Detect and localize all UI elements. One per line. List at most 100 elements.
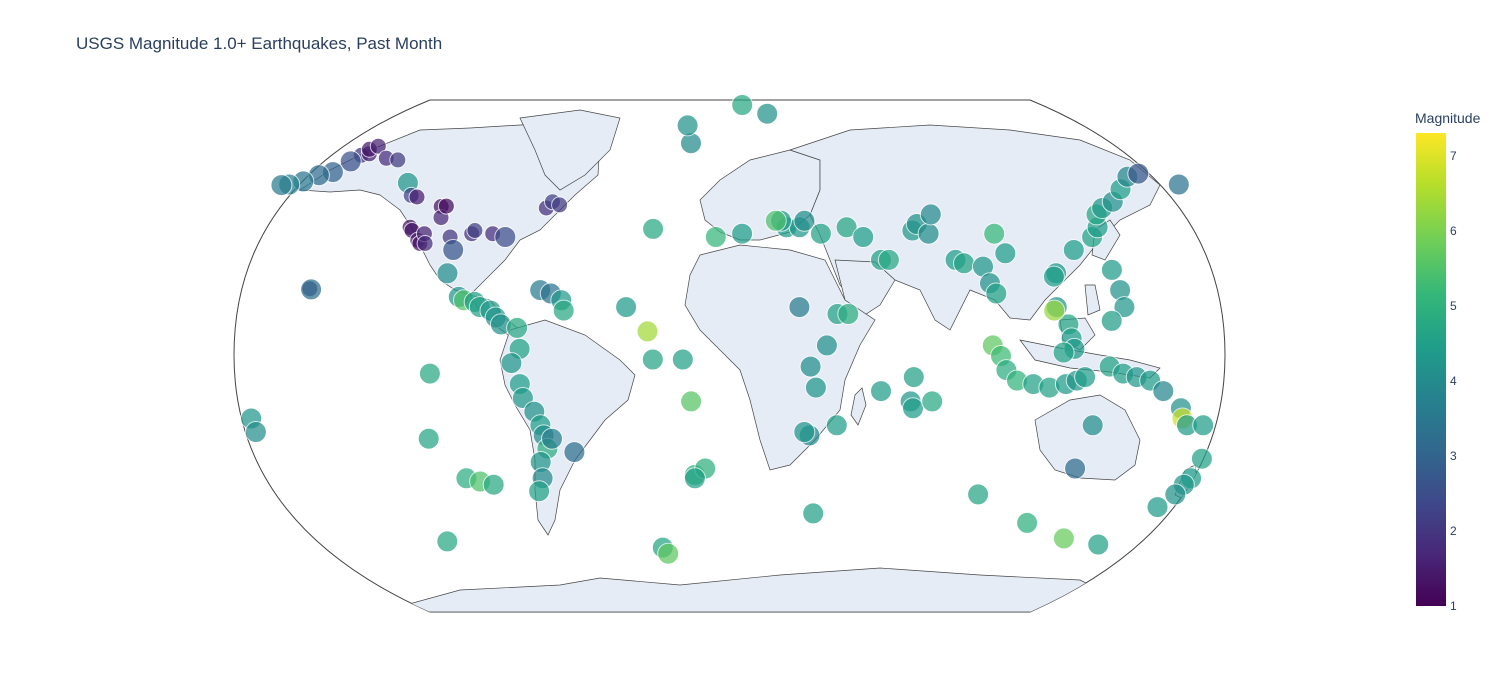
earthquake-point[interactable] <box>300 278 323 301</box>
earthquake-point[interactable] <box>408 188 426 206</box>
colorbar-tick: 1 <box>1450 599 1457 613</box>
earthquake-point[interactable] <box>870 380 892 403</box>
earthquake-point[interactable] <box>1152 380 1175 403</box>
earthquake-point[interactable] <box>466 222 484 239</box>
colorbar-tick: 3 <box>1450 448 1457 463</box>
earthquake-point[interactable] <box>799 355 822 378</box>
land-madagascar <box>850 387 867 426</box>
earthquake-point[interactable] <box>389 151 407 169</box>
earthquake-point[interactable] <box>1190 447 1213 470</box>
earthquake-point[interactable] <box>563 441 586 464</box>
earthquake-point[interactable] <box>704 226 727 248</box>
earthquake-point[interactable] <box>541 427 563 450</box>
earthquake-point[interactable] <box>1074 366 1097 389</box>
earthquake-point[interactable] <box>641 348 664 371</box>
earthquake-point[interactable] <box>902 366 925 389</box>
colorbar-tick: 2 <box>1450 523 1457 538</box>
earthquake-point[interactable] <box>825 414 848 437</box>
earthquake-point[interactable] <box>983 222 1006 245</box>
colorbar <box>1416 133 1446 606</box>
earthquake-point[interactable] <box>837 303 860 325</box>
earthquake-point[interactable] <box>676 114 699 137</box>
earthquake-point[interactable] <box>683 467 706 490</box>
earthquake-point[interactable] <box>793 209 816 232</box>
earthquake-point[interactable] <box>1146 496 1169 519</box>
earthquake-point[interactable] <box>1064 457 1087 480</box>
earthquake-point[interactable] <box>436 530 459 553</box>
earthquake-point[interactable] <box>1016 511 1039 534</box>
earthquake-point[interactable] <box>339 150 362 173</box>
earthquake-point[interactable] <box>436 262 459 285</box>
earthquake-point[interactable] <box>1052 527 1075 550</box>
earthquake-point[interactable] <box>731 222 754 245</box>
earthquake-point[interactable] <box>1043 299 1066 322</box>
earthquake-point[interactable] <box>642 217 665 240</box>
land-philippines <box>1084 284 1101 316</box>
earthquake-point[interactable] <box>1087 533 1110 556</box>
earthquake-point[interactable] <box>552 299 575 322</box>
earthquake-point[interactable] <box>809 222 832 245</box>
earthquake-point[interactable] <box>671 348 694 371</box>
earthquake-point[interactable] <box>793 421 816 443</box>
earthquake-point[interactable] <box>835 216 858 239</box>
colorbar-tick: 6 <box>1450 223 1457 238</box>
land-africa <box>684 244 876 471</box>
earthquake-point[interactable] <box>1113 296 1136 319</box>
land-south-america <box>499 319 636 536</box>
earthquake-point[interactable] <box>1052 341 1075 364</box>
earthquake-point[interactable] <box>1100 309 1123 332</box>
earthquake-point[interactable] <box>482 473 505 496</box>
earthquake-point[interactable] <box>1081 414 1104 437</box>
earthquake-point[interactable] <box>528 480 551 503</box>
earthquake-point[interactable] <box>994 242 1017 265</box>
earthquake-point[interactable] <box>1167 173 1190 196</box>
colorbar-tick: 4 <box>1450 373 1457 388</box>
earthquake-point[interactable] <box>852 226 875 248</box>
earthquake-point[interactable] <box>1192 414 1215 437</box>
earthquake-point[interactable] <box>680 390 703 413</box>
earthquake-point[interactable] <box>921 390 944 413</box>
earthquake-point[interactable] <box>756 102 779 125</box>
earthquake-point[interactable] <box>917 222 940 245</box>
earthquake-markers[interactable] <box>240 94 1215 565</box>
land-greenland <box>519 109 621 191</box>
chart-title: USGS Magnitude 1.0+ Earthquakes, Past Mo… <box>76 34 443 53</box>
earthquake-point[interactable] <box>657 542 680 565</box>
earthquake-point[interactable] <box>764 209 787 232</box>
earthquake-point[interactable] <box>1042 265 1065 288</box>
earthquake-point[interactable] <box>802 502 825 525</box>
earthquake-point[interactable] <box>731 94 754 116</box>
earthquake-point[interactable] <box>1127 162 1150 185</box>
earthquake-point[interactable] <box>815 334 838 357</box>
earthquake-point[interactable] <box>967 483 990 506</box>
earthquake-point[interactable] <box>902 397 924 420</box>
earthquake-point[interactable] <box>270 174 293 197</box>
earthquake-point[interactable] <box>919 203 942 226</box>
earthquake-point[interactable] <box>1062 239 1085 261</box>
earthquake-point[interactable] <box>494 226 517 248</box>
earthquake-point[interactable] <box>442 239 465 261</box>
colorbar-title: Magnitude <box>1415 110 1481 126</box>
earthquake-point[interactable] <box>788 296 811 319</box>
earthquake-point[interactable] <box>985 282 1008 305</box>
earthquake-point[interactable] <box>506 316 529 339</box>
earthquake-point[interactable] <box>500 352 523 375</box>
earthquake-point[interactable] <box>877 248 900 271</box>
earthquake-point[interactable] <box>551 196 569 214</box>
earthquake-point[interactable] <box>417 427 440 450</box>
earthquake-point[interactable] <box>636 320 659 343</box>
earthquake-point[interactable] <box>418 362 441 385</box>
colorbar-tick: 7 <box>1450 148 1457 163</box>
earthquake-point[interactable] <box>244 421 267 443</box>
earthquake-point[interactable] <box>437 197 455 215</box>
earthquake-point[interactable] <box>953 252 975 275</box>
earthquake-point[interactable] <box>369 137 387 155</box>
colorbar-tick: 5 <box>1450 298 1457 313</box>
earthquake-point[interactable] <box>1164 483 1187 506</box>
earthquake-point[interactable] <box>416 235 434 252</box>
earthquake-point[interactable] <box>1100 258 1123 281</box>
land-australia <box>1034 394 1141 481</box>
earthquake-point[interactable] <box>804 376 827 399</box>
earthquake-point[interactable] <box>615 296 638 319</box>
